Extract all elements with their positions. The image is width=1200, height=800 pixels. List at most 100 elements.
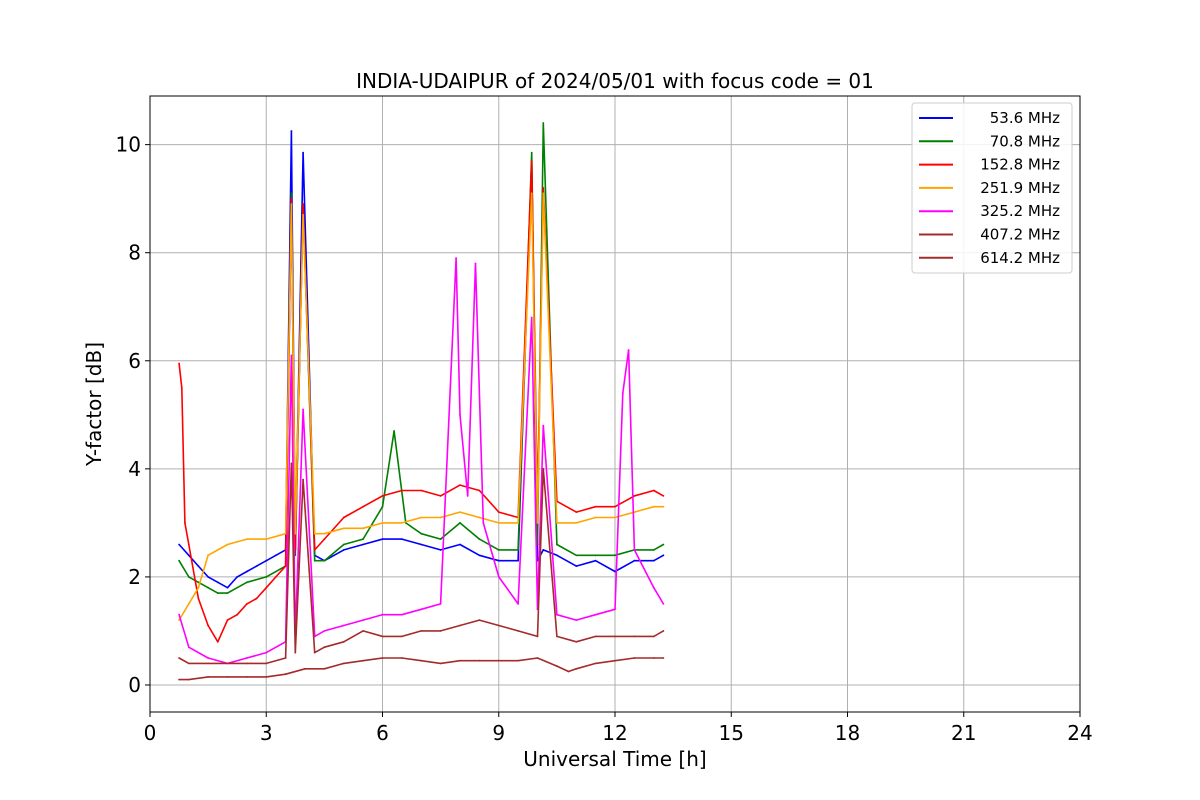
data-point <box>323 532 326 535</box>
data-point <box>226 662 229 665</box>
data-point <box>184 522 186 524</box>
data-point <box>575 565 578 567</box>
data-point <box>178 678 181 681</box>
data-point <box>420 630 423 632</box>
data-point <box>362 543 364 546</box>
data-point <box>459 522 461 524</box>
data-point <box>633 657 636 659</box>
x-tick-label: 24 <box>1067 721 1092 745</box>
data-point <box>556 554 558 557</box>
data-point <box>275 554 277 557</box>
data-point <box>381 613 384 616</box>
data-point <box>226 619 229 621</box>
data-point <box>284 673 287 676</box>
data-point <box>614 554 616 557</box>
data-point <box>265 651 268 654</box>
data-point <box>594 613 597 616</box>
data-point <box>530 192 533 195</box>
data-point <box>662 543 665 546</box>
data-point <box>255 597 258 600</box>
data-point <box>652 586 655 589</box>
data-point <box>290 130 293 133</box>
data-point <box>290 354 293 357</box>
data-point <box>662 630 665 632</box>
data-point <box>542 549 545 551</box>
data-point <box>265 586 268 589</box>
data-point <box>323 667 326 670</box>
data-point <box>594 559 597 562</box>
data-point <box>342 549 345 551</box>
data-point <box>420 608 423 611</box>
data-point <box>342 662 345 665</box>
data-point <box>216 592 219 594</box>
data-point <box>420 532 423 535</box>
data-point <box>575 619 578 621</box>
data-point <box>197 586 200 589</box>
data-point <box>439 662 442 665</box>
data-point <box>246 662 248 665</box>
x-tick-label: 21 <box>951 721 976 745</box>
data-point <box>226 676 229 678</box>
data-point <box>420 659 423 662</box>
legend-label: 407.2 MHz <box>980 226 1060 244</box>
data-point <box>542 122 545 124</box>
data-point <box>207 662 210 665</box>
data-point <box>621 392 624 395</box>
data-point <box>614 635 616 638</box>
data-point <box>536 543 539 546</box>
data-point <box>478 554 481 557</box>
x-tick-label: 0 <box>144 721 157 745</box>
data-point <box>313 532 316 535</box>
y-axis-label: Y-factor [dB] <box>82 342 106 467</box>
data-point <box>216 640 219 643</box>
data-point <box>401 613 403 616</box>
legend-label: 53.6 MHz <box>985 109 1060 127</box>
data-point <box>594 505 597 508</box>
data-point <box>575 522 578 524</box>
data-point <box>284 532 287 535</box>
data-point <box>542 467 545 470</box>
data-point <box>207 576 210 578</box>
data-point <box>178 613 181 616</box>
data-point <box>594 516 597 519</box>
data-point <box>275 576 277 578</box>
legend-label: 251.9 MHz <box>980 179 1060 197</box>
data-point <box>652 489 655 492</box>
data-point <box>627 349 630 351</box>
data-point <box>517 559 519 562</box>
data-point <box>290 197 293 200</box>
data-point <box>393 430 395 432</box>
data-point <box>265 662 268 665</box>
data-point <box>302 478 304 481</box>
data-point <box>401 635 403 638</box>
data-point <box>614 608 616 611</box>
y-tick-label: 0 <box>128 673 141 697</box>
data-point <box>401 657 403 659</box>
data-point <box>455 257 457 259</box>
data-point <box>284 657 287 659</box>
legend: 53.6 MHz 70.8 MHz 152.8 MHz 251.9 MHz 325.2… <box>911 102 1073 274</box>
data-point <box>614 516 616 519</box>
data-point <box>246 538 248 540</box>
data-point <box>556 543 558 546</box>
data-point <box>459 543 461 546</box>
data-point <box>362 505 364 508</box>
data-point <box>342 624 345 627</box>
data-point <box>226 543 229 546</box>
data-point <box>265 559 268 562</box>
data-point <box>290 462 293 465</box>
data-point <box>633 495 636 497</box>
data-point <box>207 586 210 589</box>
data-point <box>556 635 558 638</box>
data-point <box>594 635 597 638</box>
data-point <box>313 549 316 551</box>
data-point <box>652 635 655 638</box>
data-point <box>362 527 364 530</box>
data-point <box>178 543 181 546</box>
data-point <box>530 316 533 319</box>
x-tick-label: 3 <box>260 721 273 745</box>
y-tick-label: 4 <box>128 457 141 481</box>
data-point <box>662 554 665 557</box>
data-point <box>517 522 519 524</box>
data-point <box>342 543 345 546</box>
